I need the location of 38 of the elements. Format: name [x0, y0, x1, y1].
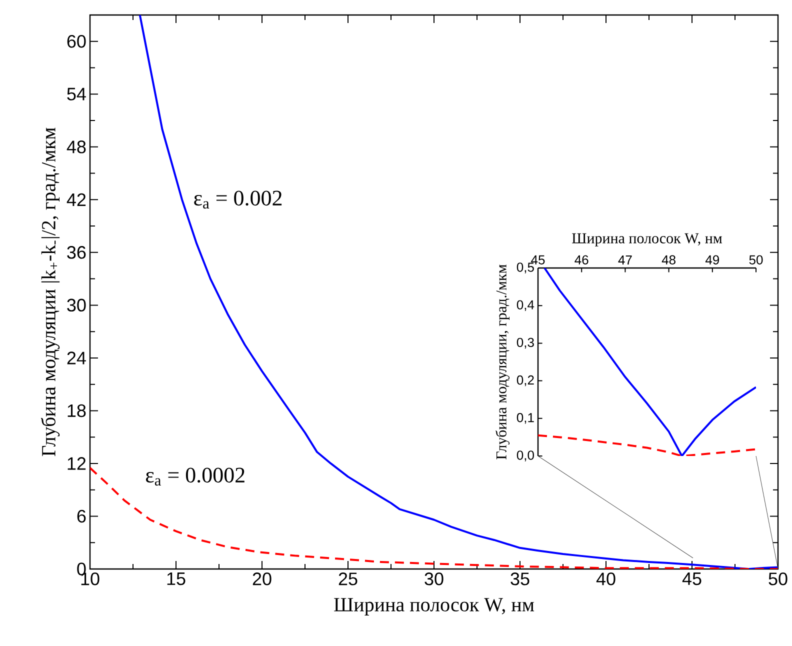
series-label: ε$_{a}$ = 0.002 — [194, 190, 282, 209]
y-tick-label: 48 — [66, 140, 86, 154]
y-tick-label: 12 — [68, 457, 86, 470]
y-axis-title: Глубина модуляции, град./мкм — [496, 264, 510, 460]
y-tick-label: 0,5 — [516, 262, 534, 274]
x-tick-label: 47 — [618, 256, 632, 264]
y-tick-label: 36 — [67, 246, 86, 259]
x-tick-label: 50 — [768, 572, 788, 586]
x-tick-label: 25 — [338, 572, 358, 586]
y-tick-label: 60 — [67, 34, 86, 48]
series-label: ε$_{a}$ = 0.0002 — [146, 468, 244, 486]
x-tick-label: 45 — [682, 572, 702, 586]
y-tick-label: 54 — [67, 88, 86, 100]
x-tick-label: 40 — [596, 572, 616, 586]
y-tick-label: 6 — [77, 510, 86, 523]
y-tick-label: 0,4 — [516, 300, 534, 311]
y-axis-title: Глубина модуляции |k$_{+}$-k$_{-}$|/2, град./мкм — [40, 128, 60, 456]
x-tick-label: 48 — [662, 255, 676, 264]
x-tick-label: 20 — [252, 572, 272, 586]
x-tick-label: 15 — [167, 572, 186, 586]
x-tick-label: 50 — [749, 255, 763, 264]
x-tick-label: 49 — [705, 255, 720, 264]
y-tick-label: 0,0 — [516, 450, 534, 462]
y-tick-label: 0,1 — [516, 413, 534, 424]
x-tick-label: 30 — [424, 572, 444, 586]
x-tick-label: 46 — [574, 255, 588, 264]
y-tick-label: 30 — [67, 298, 86, 312]
y-tick-label: 0,2 — [516, 375, 534, 386]
x-axis-title: Ширина полосок W, нм — [572, 233, 722, 246]
x-tick-label: 45 — [531, 255, 545, 264]
y-tick-label: 0,3 — [516, 338, 534, 349]
y-tick-label: 42 — [66, 193, 86, 206]
x-tick-label: 35 — [510, 572, 530, 586]
y-tick-label: 18 — [68, 404, 86, 418]
x-axis-title: Ширина полосок W, нм — [334, 598, 534, 616]
line-series — [90, 466, 778, 569]
line-series — [138, 14, 778, 569]
y-tick-label: 24 — [67, 352, 86, 364]
